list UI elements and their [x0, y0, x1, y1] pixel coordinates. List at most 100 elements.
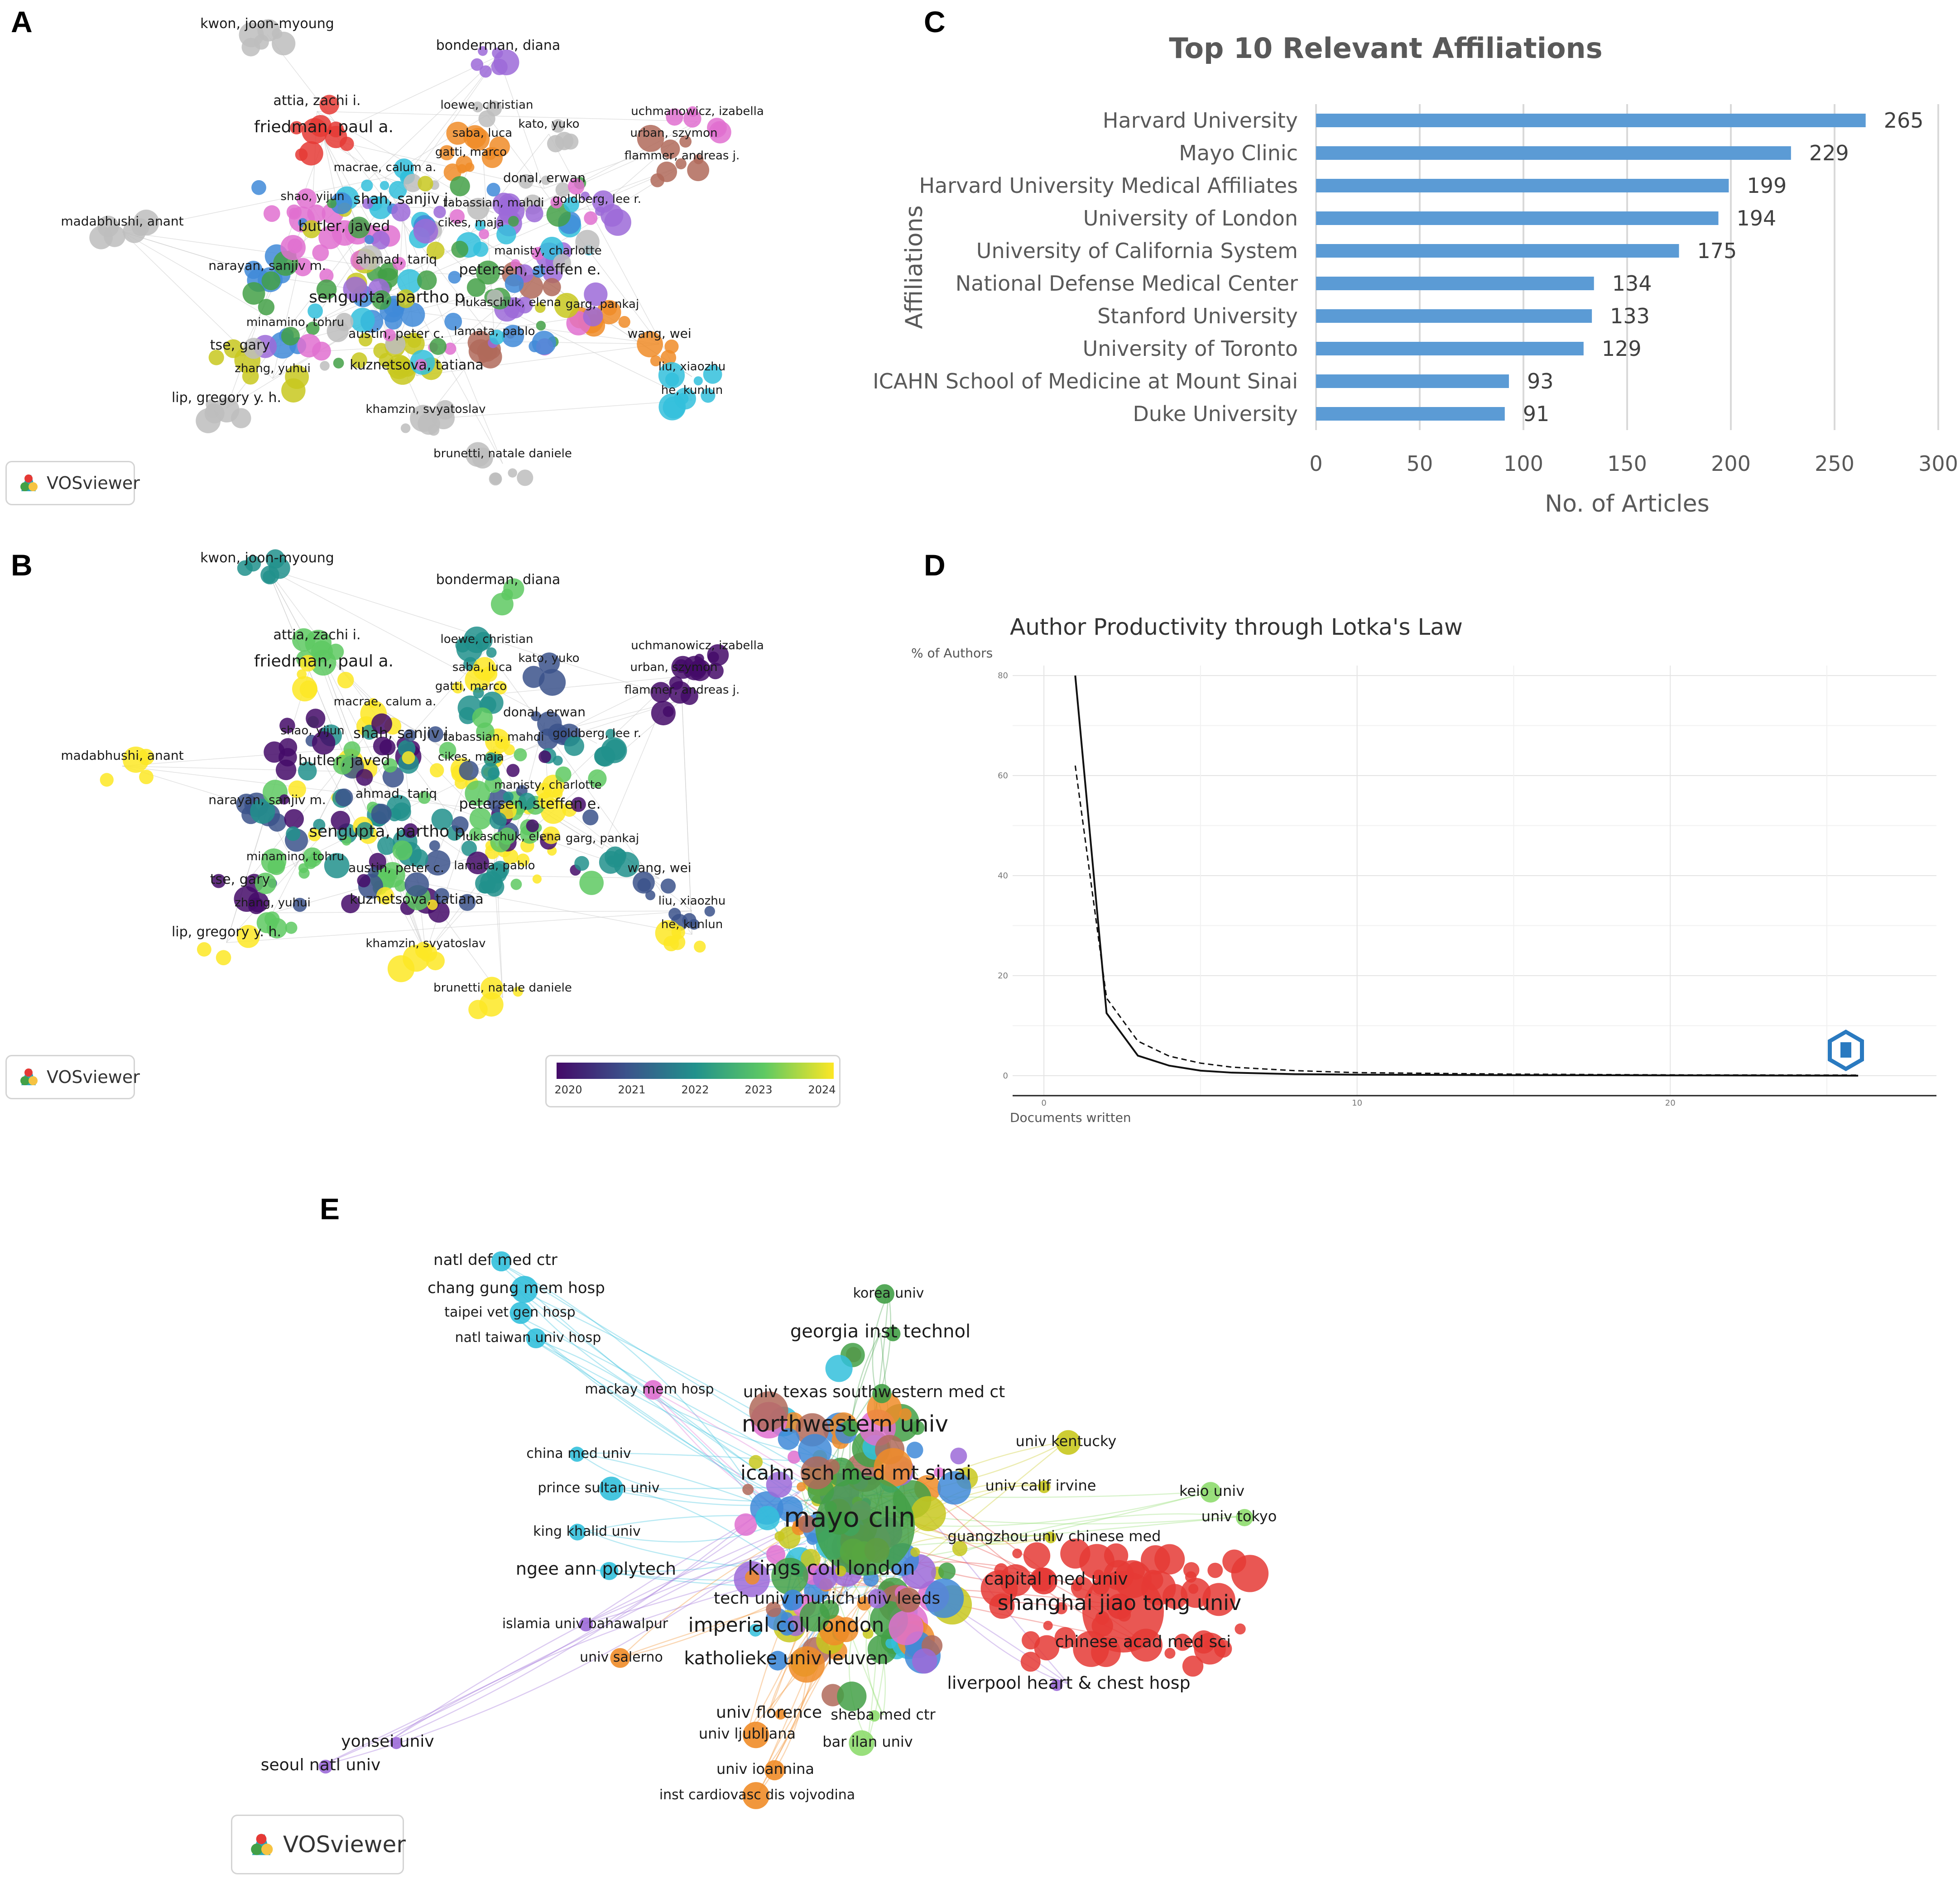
network-edge [122, 177, 385, 232]
network-node [516, 297, 533, 314]
institution-label-islamia-univ-bahawalpur: islamia univ bahawalpur [502, 1616, 668, 1632]
network-node [849, 1730, 874, 1756]
author-label-bonderman-diana: bonderman, diana [436, 38, 561, 53]
author-label-flammer-andreas-j: flammer, andreas j. [625, 149, 740, 163]
network-node [536, 321, 546, 331]
vosviewer-badge[interactable]: VOSviewer [231, 1815, 406, 1874]
network-node [292, 628, 316, 652]
network-node [637, 125, 664, 152]
network-node [476, 260, 500, 285]
network-node [709, 121, 731, 144]
network-node [384, 868, 398, 882]
coauthor-network-cluster[interactable]: kwon, joon-myoung bonderman, diana attia, … [0, 0, 860, 534]
network-node [391, 202, 411, 222]
network-node [503, 791, 514, 802]
network-node [841, 1419, 859, 1437]
network-node [425, 850, 451, 876]
x-tick-0: 0 [1309, 451, 1322, 476]
network-node [563, 196, 580, 213]
network-node [319, 95, 339, 115]
network-node [764, 1760, 785, 1781]
value-label: 133 [1610, 304, 1650, 328]
author-label-macrae-calum-a: macrae, calum a. [334, 161, 436, 174]
network-node [668, 908, 681, 920]
network-node [1107, 1593, 1133, 1619]
network-node [1174, 1634, 1191, 1651]
network-node [937, 1471, 971, 1505]
network-node [889, 1610, 924, 1645]
author-label-khamzin-svyatoslav: khamzin, svyatoslav [365, 937, 485, 950]
network-node [689, 661, 706, 678]
author-label-minamino-tohru: minamino, tohru [246, 850, 344, 863]
bibliometrix-logo-icon [1828, 1030, 1864, 1071]
institution-label-univ-leeds: univ leeds [857, 1589, 940, 1608]
network-node [554, 293, 580, 318]
network-edge [596, 121, 698, 210]
network-edge [494, 875, 660, 879]
author-label-kwon-joon-myoung: kwon, joon-myoung [200, 550, 334, 566]
network-node [874, 1284, 894, 1304]
value-label: 91 [1523, 402, 1550, 426]
network-node [330, 192, 352, 215]
network-node [417, 270, 437, 290]
year-tick-2024: 2024 [808, 1083, 836, 1096]
coauthor-network-overlay[interactable]: kwon, joon-myoung bonderman, diana attia, … [0, 534, 860, 1123]
network-node [952, 1541, 968, 1557]
author-label-donal-erwan: donal, erwan [503, 704, 586, 719]
category-label: University of California System [976, 239, 1298, 263]
institution-label-prince-sultan-univ: prince sultan univ [538, 1480, 659, 1496]
network-edge [387, 1479, 797, 1743]
network-edge [267, 276, 512, 313]
network-node [532, 331, 556, 355]
network-node [304, 856, 317, 869]
network-node [279, 794, 289, 805]
network-node [592, 190, 615, 213]
network-node [581, 192, 590, 201]
network-node [742, 1782, 770, 1809]
author-label-tse-gary: tse, gary [210, 872, 270, 887]
network-node [288, 780, 306, 799]
institution-label-univ-ljubljana: univ ljubljana [699, 1725, 796, 1742]
network-node [517, 470, 533, 486]
network-node [502, 325, 524, 347]
y-tick-80: 80 [998, 671, 1008, 680]
network-node [478, 46, 488, 56]
value-label: 129 [1602, 336, 1642, 361]
vosviewer-badge[interactable]: VOSviewer [5, 461, 140, 505]
network-node [1235, 1623, 1246, 1635]
network-node [543, 278, 561, 297]
network-node [373, 737, 392, 756]
network-node [465, 667, 490, 693]
x-axis-label: No. of Articles [1545, 490, 1709, 517]
network-node [368, 867, 379, 878]
grid-lines [1013, 666, 1936, 1096]
network-node [302, 220, 321, 239]
network-node [351, 352, 367, 369]
author-label-goldberg-lee-r: goldberg, lee r. [552, 727, 641, 740]
bar-mayo-clinic [1316, 146, 1791, 160]
network-node [551, 119, 565, 133]
author-label-lamata-pablo: lamata, pablo [454, 325, 535, 338]
network-node [444, 342, 456, 355]
institution-network[interactable]: natl def med ctr chang gung mem hosp taipe… [0, 1123, 1960, 1878]
x-tick-200: 200 [1711, 451, 1751, 476]
network-node [950, 1447, 967, 1465]
author-label-petersen-steffen-e: petersen, steffen e. [459, 795, 600, 812]
network-node [574, 856, 589, 871]
panel-d-letter: D [924, 548, 946, 582]
network-node [319, 268, 334, 283]
author-label-goldberg-lee-r: goldberg, lee r. [552, 192, 641, 206]
bar-stanford-university [1316, 309, 1592, 323]
network-node [481, 762, 500, 781]
institution-label-korea-univ: korea univ [853, 1285, 924, 1301]
network-edge [509, 1312, 802, 1508]
network-labels: natl def med ctr chang gung mem hosp taipe… [261, 1251, 1277, 1803]
author-label-shao-yijun: shao, yijun [280, 190, 344, 203]
vosviewer-badge[interactable]: VOSviewer [5, 1055, 140, 1099]
network-node [306, 709, 326, 728]
network-node [775, 1708, 786, 1720]
network-node [308, 828, 321, 842]
network-edge [389, 843, 503, 998]
network-node [687, 159, 710, 182]
network-node [465, 781, 490, 806]
